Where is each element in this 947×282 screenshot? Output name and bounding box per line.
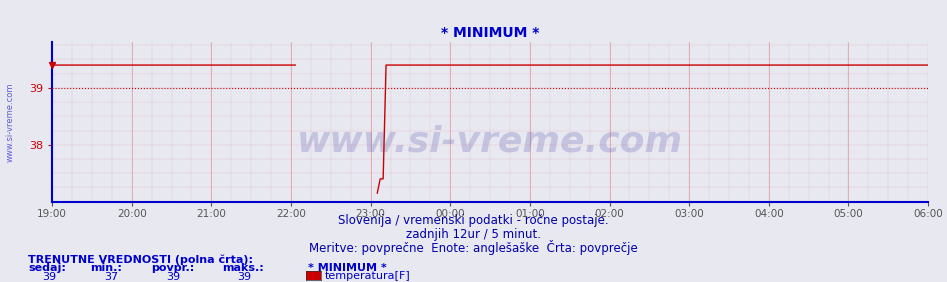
Text: min.:: min.:: [90, 263, 122, 273]
Text: zadnjih 12ur / 5 minut.: zadnjih 12ur / 5 minut.: [406, 228, 541, 241]
Text: www.si-vreme.com: www.si-vreme.com: [297, 124, 683, 158]
Text: 39: 39: [237, 272, 251, 282]
Text: sedaj:: sedaj:: [28, 263, 66, 273]
Text: 39: 39: [43, 272, 57, 282]
Text: 39: 39: [166, 272, 180, 282]
Text: Meritve: povprečne  Enote: anglešaške  Črta: povprečje: Meritve: povprečne Enote: anglešaške Črt…: [309, 240, 638, 255]
Text: TRENUTNE VREDNOSTI (polna črta):: TRENUTNE VREDNOSTI (polna črta):: [28, 254, 254, 265]
Text: Slovenija / vremenski podatki - ročne postaje.: Slovenija / vremenski podatki - ročne po…: [338, 214, 609, 227]
Text: www.si-vreme.com: www.si-vreme.com: [6, 82, 14, 162]
Title: * MINIMUM *: * MINIMUM *: [441, 26, 539, 40]
Text: * MINIMUM *: * MINIMUM *: [308, 263, 386, 273]
Text: povpr.:: povpr.:: [152, 263, 195, 273]
Text: 37: 37: [104, 272, 118, 282]
Text: temperatura[F]: temperatura[F]: [325, 271, 411, 281]
Text: maks.:: maks.:: [223, 263, 264, 273]
